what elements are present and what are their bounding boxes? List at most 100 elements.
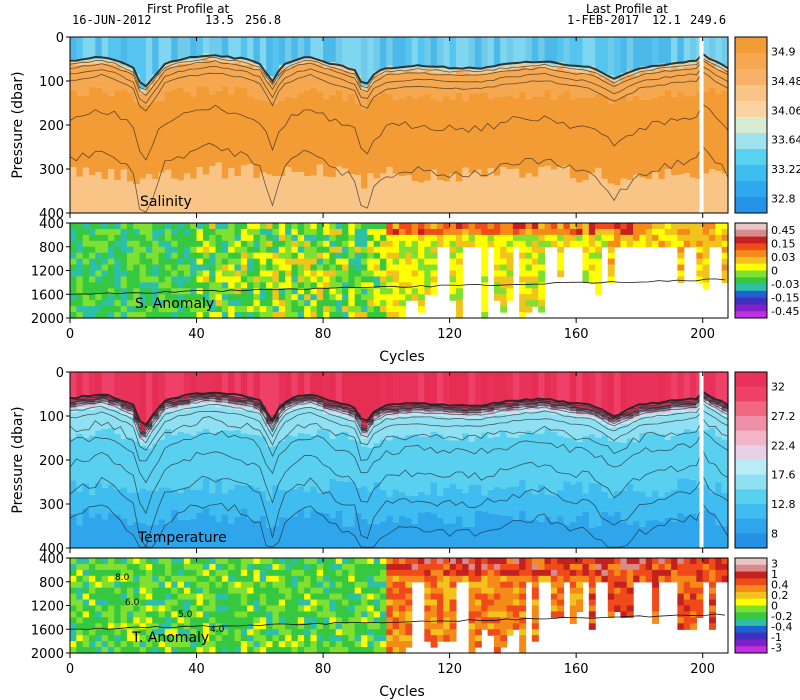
cell xyxy=(215,402,223,406)
cell xyxy=(221,581,229,589)
cell xyxy=(373,523,381,548)
cell xyxy=(164,264,172,272)
cell xyxy=(335,569,343,577)
cell xyxy=(101,276,109,283)
cell xyxy=(506,258,514,266)
cell xyxy=(215,294,223,301)
cell xyxy=(329,276,337,283)
cell xyxy=(76,372,84,397)
cell xyxy=(259,593,267,601)
cell xyxy=(310,87,318,176)
cell xyxy=(152,424,160,444)
cell xyxy=(626,569,634,577)
cell xyxy=(417,223,425,230)
cell xyxy=(443,599,451,607)
cell xyxy=(285,300,293,307)
cell xyxy=(247,406,255,411)
cell xyxy=(449,173,457,213)
x-tick-label: 80 xyxy=(315,327,332,342)
cell xyxy=(367,623,375,630)
cell xyxy=(430,223,438,230)
cell xyxy=(709,407,716,411)
cell xyxy=(221,493,229,515)
cell xyxy=(152,228,160,236)
cell xyxy=(228,93,236,168)
cell xyxy=(120,276,128,283)
cell xyxy=(259,258,267,266)
cell xyxy=(405,37,413,66)
contour-line xyxy=(69,403,729,444)
cell xyxy=(683,569,691,577)
cell xyxy=(614,511,622,548)
cell xyxy=(386,270,394,278)
cell xyxy=(563,408,571,413)
cell xyxy=(386,166,394,213)
cell xyxy=(196,611,204,618)
cell xyxy=(702,264,710,272)
cell xyxy=(323,575,331,583)
cell xyxy=(386,617,394,624)
cell xyxy=(82,605,90,613)
cell xyxy=(563,70,571,91)
cell xyxy=(436,563,444,571)
cell xyxy=(468,563,476,571)
cell xyxy=(607,183,615,213)
cell xyxy=(550,240,558,248)
cell xyxy=(240,485,248,509)
cell xyxy=(500,166,508,213)
cell xyxy=(88,396,96,400)
cell xyxy=(266,174,274,213)
cell xyxy=(550,611,558,618)
cell xyxy=(126,563,134,571)
cell xyxy=(247,519,255,548)
cell xyxy=(582,264,590,272)
cell xyxy=(272,81,280,104)
cell xyxy=(500,288,508,295)
cell xyxy=(677,240,685,248)
cell xyxy=(595,223,603,230)
cell xyxy=(120,294,128,301)
cell xyxy=(323,65,331,70)
cell xyxy=(399,599,406,607)
cell xyxy=(367,372,375,418)
cell xyxy=(139,593,147,601)
cell xyxy=(481,276,489,283)
cell xyxy=(392,73,400,100)
cell xyxy=(386,415,394,419)
cell xyxy=(158,312,166,319)
cell xyxy=(367,417,375,421)
cell xyxy=(538,408,546,412)
cell xyxy=(506,611,514,618)
y-tick-label: 300 xyxy=(39,498,64,513)
cell xyxy=(563,372,571,401)
cell xyxy=(335,89,343,167)
cell xyxy=(550,401,558,405)
cell xyxy=(443,181,451,213)
cell xyxy=(335,605,343,613)
cell xyxy=(474,593,482,601)
cell xyxy=(291,563,299,571)
cell xyxy=(278,647,286,654)
cell xyxy=(297,569,305,577)
cell xyxy=(512,168,520,213)
cell xyxy=(202,246,210,254)
cell xyxy=(247,264,255,272)
cell xyxy=(164,91,172,170)
cell xyxy=(550,223,558,230)
cell xyxy=(443,569,451,577)
cell xyxy=(304,407,312,434)
cell xyxy=(538,276,546,283)
cell xyxy=(563,64,571,69)
cell xyxy=(114,288,122,295)
cell xyxy=(266,575,274,583)
cell xyxy=(285,587,293,595)
cell xyxy=(348,234,356,242)
cell xyxy=(145,629,153,636)
cell xyxy=(70,647,77,654)
cell xyxy=(683,428,691,479)
cell xyxy=(380,276,387,283)
colorbar-swatch xyxy=(735,632,767,640)
cell xyxy=(380,288,387,295)
cell xyxy=(348,294,356,301)
cell xyxy=(664,67,672,71)
